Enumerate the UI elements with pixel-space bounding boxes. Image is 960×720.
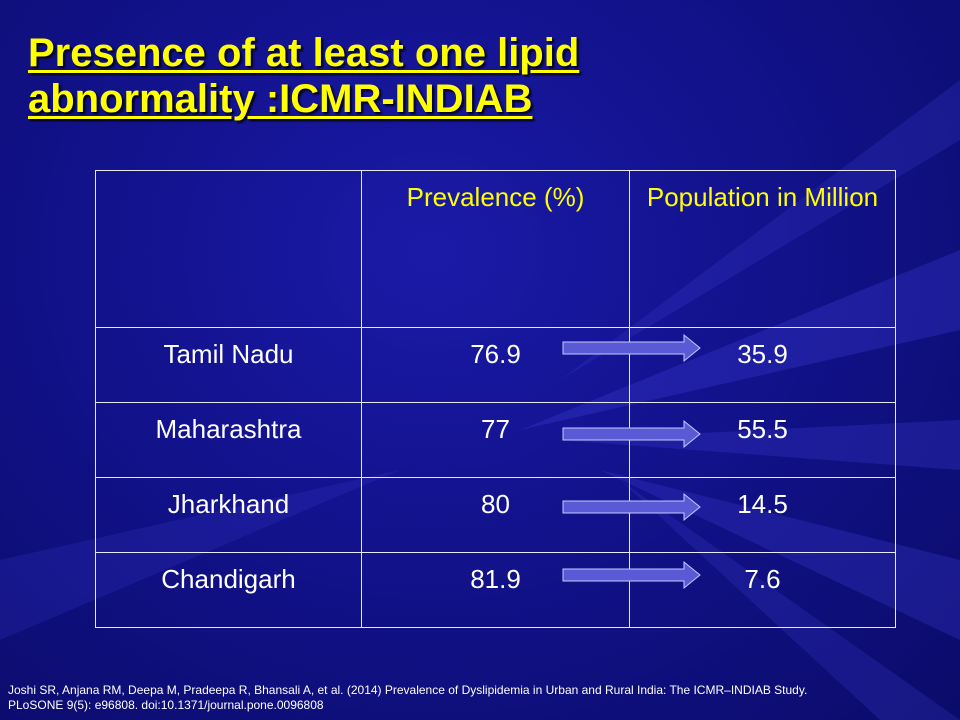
- population-cell: 55.5: [629, 402, 896, 478]
- table-row: Jharkhand 80 14.5: [95, 477, 896, 553]
- table-row: Chandigarh 81.9 7.6: [95, 552, 896, 628]
- region-cell: Jharkhand: [95, 477, 362, 553]
- slide-title: Presence of at least one lipid abnormali…: [28, 30, 928, 122]
- header-cell-population: Population in Million: [629, 170, 896, 328]
- prevalence-cell: 77: [361, 402, 630, 478]
- population-cell: 14.5: [629, 477, 896, 553]
- table-row: Maharashtra 77 55.5: [95, 402, 896, 478]
- prevalence-table: Prevalence (%) Population in Million Tam…: [95, 170, 896, 628]
- table-row: Tamil Nadu 76.9 35.9: [95, 327, 896, 403]
- population-cell: 7.6: [629, 552, 896, 628]
- slide-title-line-2: abnormality :ICMR-INDIAB: [28, 77, 533, 121]
- citation: Joshi SR, Anjana RM, Deepa M, Pradeepa R…: [8, 683, 958, 713]
- region-cell: Maharashtra: [95, 402, 362, 478]
- header-cell-prevalence: Prevalence (%): [361, 170, 630, 328]
- citation-line-2: PLoSONE 9(5): e96808. doi:10.1371/journa…: [8, 698, 324, 712]
- header-cell-region: [95, 170, 362, 328]
- prevalence-cell: 80: [361, 477, 630, 553]
- region-cell: Tamil Nadu: [95, 327, 362, 403]
- population-cell: 35.9: [629, 327, 896, 403]
- slide-title-line-1: Presence of at least one lipid: [28, 31, 580, 75]
- region-cell: Chandigarh: [95, 552, 362, 628]
- prevalence-cell: 76.9: [361, 327, 630, 403]
- citation-line-1: Joshi SR, Anjana RM, Deepa M, Pradeepa R…: [8, 683, 808, 697]
- table-header-row: Prevalence (%) Population in Million: [95, 170, 896, 328]
- prevalence-cell: 81.9: [361, 552, 630, 628]
